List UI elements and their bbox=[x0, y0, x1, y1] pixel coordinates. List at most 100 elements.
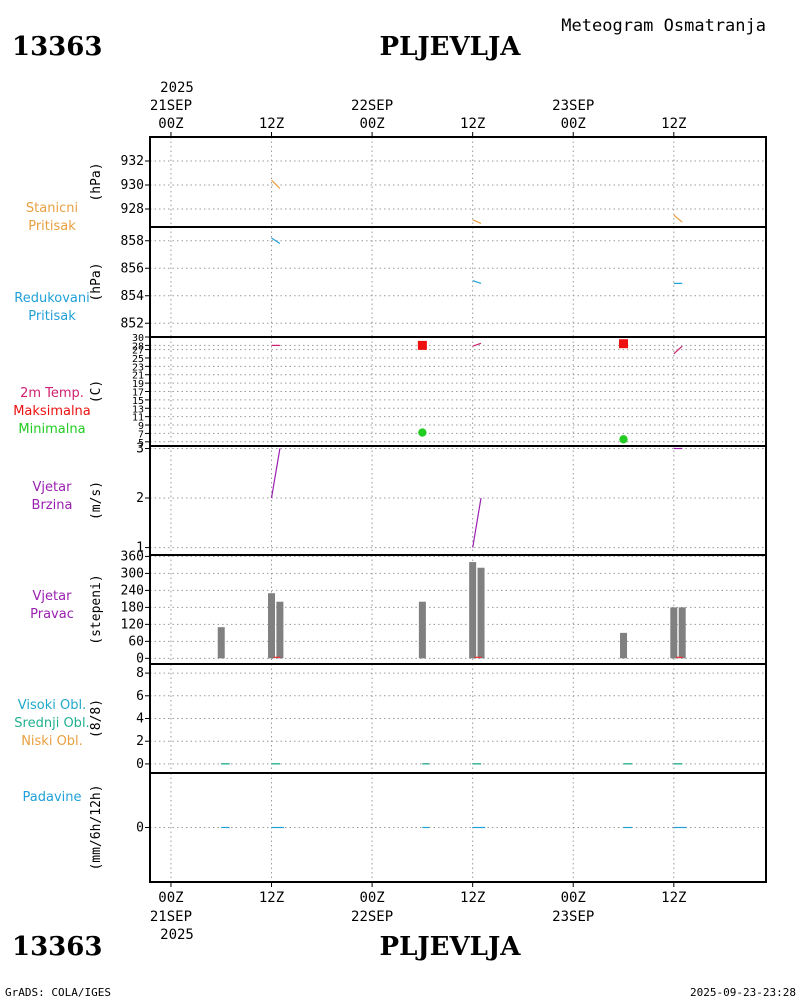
panel-label: Pravac bbox=[30, 607, 74, 622]
series-segment-vjetar-brzina bbox=[270, 448, 281, 499]
y-tick-label: 15 bbox=[132, 396, 144, 407]
panel-label: Maksimalna bbox=[13, 404, 91, 419]
wind-direction-bar bbox=[276, 601, 284, 659]
wind-direction-bar bbox=[678, 607, 686, 659]
product-title: Meteogram Osmatranja bbox=[561, 16, 766, 36]
y-tick-label: 27 bbox=[132, 346, 144, 357]
panel-clouds: 0 2 4 6 8 (8/8)Visoki Obl. Srednji Obl. Niski O… bbox=[14, 663, 767, 774]
top-year-label: 2025 bbox=[160, 80, 194, 96]
y-tick-label: 13 bbox=[132, 404, 144, 415]
time-hour-label-bottom: 12Z bbox=[460, 890, 485, 906]
y-tick-label: 2 bbox=[136, 734, 144, 749]
time-hour-label-top: 12Z bbox=[661, 116, 686, 132]
panel-wind-speed: 1 2 3 (m/s) Vjetar Brzina bbox=[32, 441, 767, 556]
y-tick-label: 9 bbox=[138, 421, 144, 432]
y-tick-label: 23 bbox=[132, 362, 144, 373]
y-axis-unit-label: (hPa) bbox=[89, 262, 104, 301]
y-tick-label: 0 bbox=[136, 651, 144, 666]
temp-min-marker bbox=[418, 428, 427, 437]
series-segment-2m-temp- bbox=[472, 342, 482, 347]
panel-label: 2m Temp. bbox=[20, 386, 84, 401]
time-hour-label-bottom: 12Z bbox=[259, 890, 284, 906]
time-hour-label-bottom: 12Z bbox=[661, 890, 686, 906]
y-tick-label: 360 bbox=[121, 549, 144, 564]
panels-group: 928930932(hPa)StanicniPritisak8528548568… bbox=[13, 136, 767, 883]
panel-label: Stanicni bbox=[26, 201, 78, 216]
y-tick-label: 5 bbox=[138, 438, 144, 449]
panel-label: Srednji Obl. bbox=[14, 716, 89, 731]
y-tick-label: 854 bbox=[121, 289, 145, 304]
y-tick-label: 240 bbox=[121, 583, 144, 598]
panel-label: Minimalna bbox=[18, 422, 85, 437]
time-hour-label-bottom: 00Z bbox=[359, 890, 384, 906]
panel-wind-direction: 0 60 120 180 240 300 360 (stepeni) Vjetar Pravac bbox=[30, 549, 767, 666]
series-segment-stanicni-pritisak bbox=[673, 214, 683, 223]
panel-label: Pritisak bbox=[28, 309, 76, 324]
y-tick-label: 0 bbox=[136, 757, 144, 772]
y-tick-label: 2 bbox=[136, 491, 144, 506]
footer-credit: GrADS: COLA/IGES bbox=[5, 986, 111, 999]
y-axis-unit-label: (mm/6h/12h) bbox=[89, 784, 104, 870]
panel-label: Brzina bbox=[32, 498, 73, 513]
y-axis-unit-label: (8/8) bbox=[89, 699, 104, 738]
y-tick-label: 30 bbox=[132, 333, 144, 344]
time-date-label-top: 21SEP bbox=[150, 98, 192, 114]
y-tick-label: 1 bbox=[136, 541, 144, 556]
y-tick-label: 6 bbox=[136, 689, 144, 704]
y-axis-unit-label: (m/s) bbox=[89, 481, 104, 520]
series-segment-vjetar-brzina bbox=[472, 497, 482, 548]
y-tick-label: 0 bbox=[136, 821, 144, 836]
time-date-label-top: 23SEP bbox=[552, 98, 594, 114]
panel-precipitation: 0 (mm/6h/12h) Padavine bbox=[23, 772, 767, 883]
y-tick-label: 4 bbox=[136, 712, 144, 727]
y-tick-label: 60 bbox=[128, 634, 144, 649]
time-date-label-bottom: 22SEP bbox=[351, 909, 393, 925]
panel-station-pressure: 928 930 932 (hPa) Stanicni Pritisak bbox=[26, 136, 767, 234]
time-date-label-bottom: 23SEP bbox=[552, 909, 594, 925]
wind-direction-bar bbox=[469, 562, 477, 659]
y-tick-label: 180 bbox=[121, 600, 144, 615]
y-tick-label: 21 bbox=[132, 371, 144, 382]
temp-min-marker bbox=[619, 435, 628, 444]
y-tick-label: 120 bbox=[121, 617, 144, 632]
y-tick-label: 858 bbox=[121, 234, 144, 249]
panel-label: Pritisak bbox=[28, 219, 76, 234]
bottom-year-label: 2025 bbox=[160, 927, 194, 943]
panel-label: Redukovani bbox=[14, 291, 89, 306]
y-tick-label: 8 bbox=[136, 666, 144, 681]
panel-frame bbox=[149, 772, 767, 883]
y-tick-label: 3 bbox=[136, 441, 144, 456]
time-hour-label-bottom: 00Z bbox=[561, 890, 586, 906]
time-hour-label-top: 12Z bbox=[460, 116, 485, 132]
panel-label: Padavine bbox=[23, 790, 82, 805]
y-tick-label: 7 bbox=[138, 429, 144, 440]
time-hour-label-bottom: 00Z bbox=[158, 890, 183, 906]
time-hour-label-top: 00Z bbox=[158, 116, 183, 132]
station-name-top: PLJEVLJA bbox=[380, 32, 522, 62]
temp-max-marker bbox=[619, 339, 629, 349]
y-tick-label: 852 bbox=[121, 316, 144, 331]
wind-direction-bar bbox=[217, 627, 225, 659]
series-segment-stanicni-pritisak bbox=[271, 179, 281, 190]
y-tick-label: 17 bbox=[132, 388, 144, 399]
y-tick-label: 11 bbox=[132, 413, 144, 424]
series-segment-2m-temp- bbox=[673, 345, 683, 355]
y-tick-label: 928 bbox=[121, 202, 144, 217]
panel-label: Vjetar bbox=[33, 480, 73, 495]
y-tick-label: 856 bbox=[121, 261, 144, 276]
station-name-bottom: PLJEVLJA bbox=[380, 932, 522, 962]
time-hour-label-top: 00Z bbox=[561, 116, 586, 132]
wind-direction-bar bbox=[268, 593, 276, 659]
time-date-label-bottom: 21SEP bbox=[150, 909, 192, 925]
series-segment-redukovani-pritisak bbox=[472, 280, 482, 284]
y-axis-unit-label: (hPa) bbox=[89, 162, 104, 201]
y-tick-label: 300 bbox=[121, 566, 144, 581]
panel-label: Niski Obl. bbox=[21, 734, 83, 749]
footer-timestamp: 2025-09-23-23:28 bbox=[690, 986, 796, 999]
station-id-bottom: 13363 bbox=[12, 932, 102, 962]
y-tick-label: 19 bbox=[132, 379, 144, 390]
time-hour-label-top: 12Z bbox=[259, 116, 284, 132]
wind-direction-bar bbox=[477, 567, 485, 659]
